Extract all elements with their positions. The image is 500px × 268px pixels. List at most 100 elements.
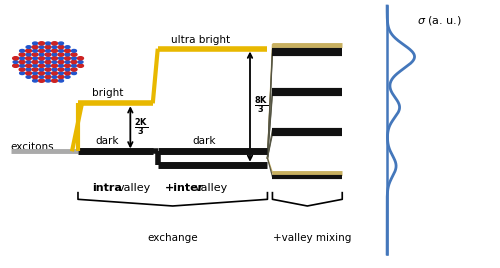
Circle shape [58,46,64,49]
Circle shape [65,76,70,78]
Circle shape [45,46,51,49]
Circle shape [45,53,51,56]
Circle shape [58,72,64,75]
Text: ultra bright: ultra bright [170,35,230,45]
Text: $\sigma$ (a. u.): $\sigma$ (a. u.) [417,14,462,27]
Circle shape [52,46,57,49]
Circle shape [58,75,64,79]
Circle shape [32,79,38,82]
Circle shape [38,42,44,45]
Circle shape [39,61,44,63]
Circle shape [58,64,64,67]
Circle shape [26,53,31,56]
Circle shape [39,68,44,71]
Circle shape [39,46,44,49]
Circle shape [26,64,32,67]
Circle shape [26,46,31,49]
Circle shape [58,79,64,82]
Text: $\mathbf{\frac{8K}{3}}$: $\mathbf{\frac{8K}{3}}$ [254,94,268,116]
Circle shape [64,72,70,75]
Circle shape [32,64,38,67]
Circle shape [19,68,25,71]
Circle shape [52,42,58,45]
Circle shape [58,60,64,64]
Circle shape [46,64,51,67]
Text: $\mathbf{\frac{2K}{3}}$: $\mathbf{\frac{2K}{3}}$ [134,117,148,138]
Circle shape [46,50,51,52]
Circle shape [78,61,83,63]
Text: bright: bright [92,88,124,98]
Circle shape [58,68,64,71]
Circle shape [52,76,57,78]
Circle shape [12,57,18,60]
Circle shape [72,72,76,75]
Circle shape [46,79,51,82]
Circle shape [26,68,31,71]
Circle shape [38,72,44,75]
Circle shape [32,46,38,49]
Circle shape [65,53,70,56]
Circle shape [78,64,84,67]
Text: excitons: excitons [10,142,54,152]
Circle shape [46,57,51,59]
Text: valley: valley [118,183,150,193]
Circle shape [72,50,76,52]
Circle shape [19,60,25,64]
Text: dark: dark [192,136,216,146]
Circle shape [32,50,38,52]
Circle shape [32,75,38,79]
Circle shape [20,57,24,59]
Circle shape [52,49,58,53]
Circle shape [26,57,32,60]
Circle shape [45,60,51,64]
Circle shape [71,60,77,64]
Circle shape [32,57,38,59]
Text: dark: dark [96,136,119,146]
Text: intra: intra [92,183,122,193]
Circle shape [71,53,77,56]
Circle shape [32,60,38,64]
Circle shape [20,72,24,75]
Circle shape [64,64,70,67]
Circle shape [52,79,58,82]
Circle shape [71,68,77,71]
Circle shape [38,49,44,53]
Circle shape [32,72,38,75]
Circle shape [52,53,57,56]
Circle shape [58,50,64,52]
Circle shape [52,61,57,63]
Circle shape [58,53,64,56]
Circle shape [65,61,70,63]
Circle shape [19,53,25,56]
Circle shape [45,68,51,71]
Circle shape [20,64,24,67]
Circle shape [78,57,84,60]
Circle shape [52,64,58,67]
Circle shape [32,42,38,45]
Circle shape [26,76,31,78]
Circle shape [26,49,32,53]
Circle shape [45,75,51,79]
Circle shape [72,64,76,67]
Circle shape [12,64,18,67]
Circle shape [26,72,32,75]
Circle shape [32,68,38,71]
Text: exchange: exchange [148,233,198,243]
Text: valley: valley [195,183,228,193]
Circle shape [58,42,64,45]
Circle shape [58,57,64,59]
Circle shape [13,61,18,63]
Circle shape [64,49,70,53]
Circle shape [64,57,70,60]
Circle shape [46,42,51,45]
Text: +inter: +inter [165,183,204,193]
Circle shape [32,53,38,56]
Circle shape [38,57,44,60]
Circle shape [52,72,58,75]
Circle shape [72,57,76,59]
Circle shape [65,46,70,49]
Text: +valley mixing: +valley mixing [273,233,351,243]
Circle shape [52,68,57,71]
Circle shape [39,76,44,78]
Circle shape [46,72,51,75]
